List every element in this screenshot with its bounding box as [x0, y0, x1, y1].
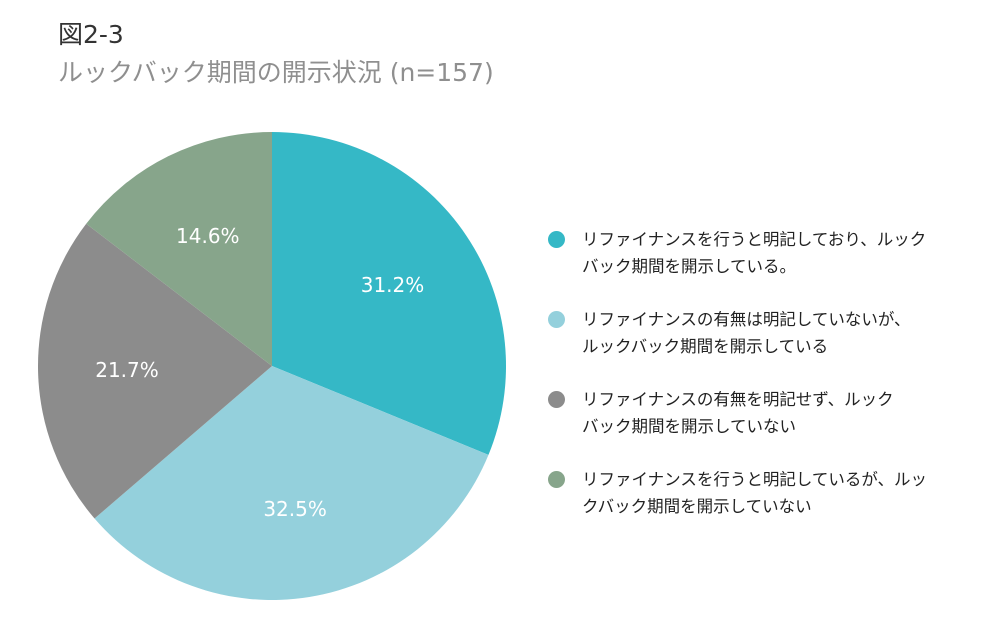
legend-item: リファイナンスの有無を明記せず、ルック バック期間を開示していない: [548, 386, 988, 440]
legend-label-line1: リファイナンスを行うと明記しており、ルック: [582, 230, 927, 249]
legend-label-line2: バック期間を開示している。: [582, 257, 797, 276]
slice-value-label: 21.7%: [95, 358, 159, 382]
pie-slice: [94, 366, 489, 601]
legend: リファイナンスを行うと明記しており、ルック バック期間を開示している。 リファイ…: [548, 226, 988, 546]
figure-number: 図2-3: [58, 20, 124, 49]
legend-label-line2: バック期間を開示していない: [582, 417, 797, 436]
legend-item: リファイナンスの有無は明記していないが、 ルックバック期間を開示している: [548, 306, 988, 360]
legend-label-line2: ルックバック期間を開示している: [582, 337, 829, 356]
legend-swatch: [548, 391, 565, 408]
legend-label-line1: リファイナンスを行うと明記しているが、ルッ: [582, 470, 928, 489]
legend-swatch: [548, 231, 565, 248]
pie-slice: [272, 132, 507, 455]
slice-value-label: 14.6%: [176, 224, 240, 248]
legend-label-line2: クバック期間を開示していない: [582, 497, 812, 516]
legend-label-line1: リファイナンスの有無は明記していないが、: [582, 310, 911, 329]
legend-item: リファイナンスを行うと明記しており、ルック バック期間を開示している。: [548, 226, 988, 280]
slice-value-label: 32.5%: [263, 497, 327, 521]
slice-value-label: 31.2%: [361, 273, 425, 297]
legend-swatch: [548, 311, 565, 328]
pie-slice: [86, 132, 273, 366]
legend-swatch: [548, 471, 565, 488]
pie-slice: [37, 223, 273, 519]
chart-title: ルックバック期間の開示状況 (n=157): [58, 58, 494, 87]
legend-label-line1: リファイナンスの有無を明記せず、ルック: [582, 390, 894, 409]
legend-item: リファイナンスを行うと明記しているが、ルッ クバック期間を開示していない: [548, 466, 988, 520]
